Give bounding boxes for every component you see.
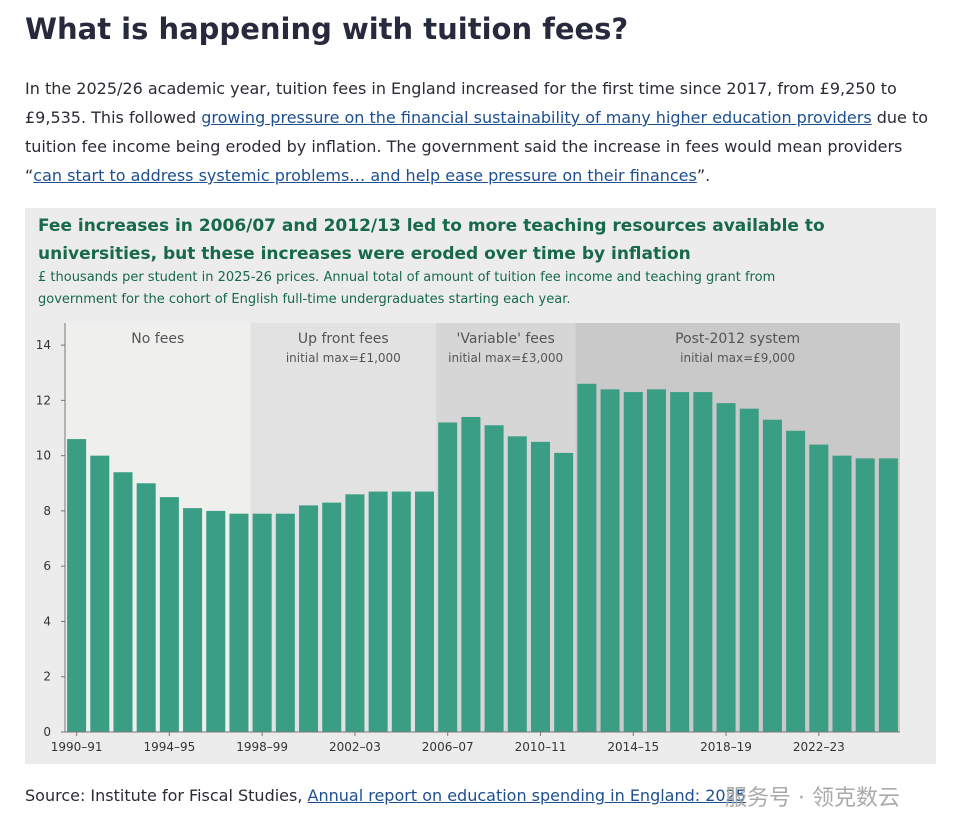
- bar: [275, 513, 295, 732]
- x-tick-label: 2022–23: [793, 740, 845, 754]
- bar: [368, 491, 388, 732]
- period-label: No fees: [131, 331, 184, 347]
- bar: [716, 403, 736, 732]
- x-tick-label: 1994–95: [143, 740, 195, 754]
- bar: [136, 483, 156, 732]
- bar: [159, 497, 179, 732]
- bar: [507, 436, 527, 732]
- period-sublabel: initial max=£3,000: [448, 351, 563, 365]
- intro-link[interactable]: growing pressure on the financial sustai…: [201, 108, 872, 127]
- bar: [646, 389, 666, 732]
- bar: [762, 419, 782, 732]
- bar: [670, 392, 690, 732]
- bar: [878, 458, 898, 732]
- period-region: [436, 323, 576, 732]
- period-label: Up front fees: [298, 331, 389, 347]
- x-tick-label: 2014–15: [607, 740, 659, 754]
- bar: [623, 392, 643, 732]
- bar: [554, 452, 574, 732]
- x-tick-label: 1990–91: [51, 740, 103, 754]
- period-sublabel: initial max=£1,000: [286, 351, 401, 365]
- x-tick-label: 2002–03: [329, 740, 381, 754]
- intro-link[interactable]: can start to address systemic problems… …: [33, 166, 697, 185]
- x-tick-label: 2010–11: [515, 740, 567, 754]
- source-text: Source: Institute for Fiscal Studies,: [25, 786, 308, 805]
- intro-text: due to tuition fee income being eroded b…: [25, 108, 929, 185]
- intro-text: In the 2025/26 academic year, tuition fe…: [25, 79, 897, 127]
- bar: [484, 425, 504, 732]
- bar: [113, 472, 133, 732]
- x-tick-label: 2006–07: [422, 740, 474, 754]
- bar: [438, 422, 458, 732]
- page-title: What is happening with tuition fees?: [25, 12, 629, 46]
- source: Source: Institute for Fiscal Studies, An…: [25, 786, 746, 805]
- bar: [299, 505, 319, 732]
- y-tick-label: 8: [43, 504, 51, 518]
- intro-paragraph: In the 2025/26 academic year, tuition fe…: [25, 74, 930, 190]
- intro-text: ”.: [696, 166, 711, 185]
- y-tick-label: 12: [36, 393, 51, 407]
- period-label: Post-2012 system: [675, 331, 800, 347]
- bar: [600, 389, 620, 732]
- bar: [693, 392, 713, 732]
- y-tick-label: 14: [36, 338, 51, 352]
- y-tick-label: 6: [43, 559, 51, 573]
- bar: [415, 491, 435, 732]
- bar: [229, 513, 249, 732]
- watermark: 服务号 · 领克数云: [725, 786, 900, 811]
- bar: [183, 508, 203, 732]
- x-tick-label: 2018–19: [700, 740, 752, 754]
- bar: [530, 441, 550, 732]
- bar: [739, 408, 759, 732]
- bar: [461, 416, 481, 732]
- bar: [855, 458, 875, 732]
- bar: [832, 455, 852, 732]
- bar: [577, 383, 597, 732]
- chart: Fee increases in 2006/07 and 2012/13 led…: [25, 208, 936, 764]
- y-tick-label: 2: [43, 670, 51, 684]
- bar: [206, 510, 226, 732]
- bar: [345, 494, 365, 732]
- x-tick-label: 1998–99: [236, 740, 288, 754]
- period-sublabel: initial max=£9,000: [680, 351, 795, 365]
- y-tick-label: 10: [36, 449, 51, 463]
- bar: [786, 430, 806, 732]
- chart-title: Fee increases in 2006/07 and 2012/13 led…: [38, 216, 825, 264]
- bar: [90, 455, 110, 732]
- chart-subtitle: £ thousands per student in 2025-26 price…: [38, 270, 775, 307]
- y-tick-label: 0: [43, 725, 51, 739]
- source-link[interactable]: Annual report on education spending in E…: [307, 786, 746, 805]
- bar: [67, 439, 87, 732]
- bar: [391, 491, 411, 732]
- bar: [252, 513, 272, 732]
- period-label: 'Variable' fees: [457, 331, 555, 347]
- bar: [809, 444, 829, 732]
- bar: [322, 502, 342, 732]
- y-tick-label: 4: [43, 614, 51, 628]
